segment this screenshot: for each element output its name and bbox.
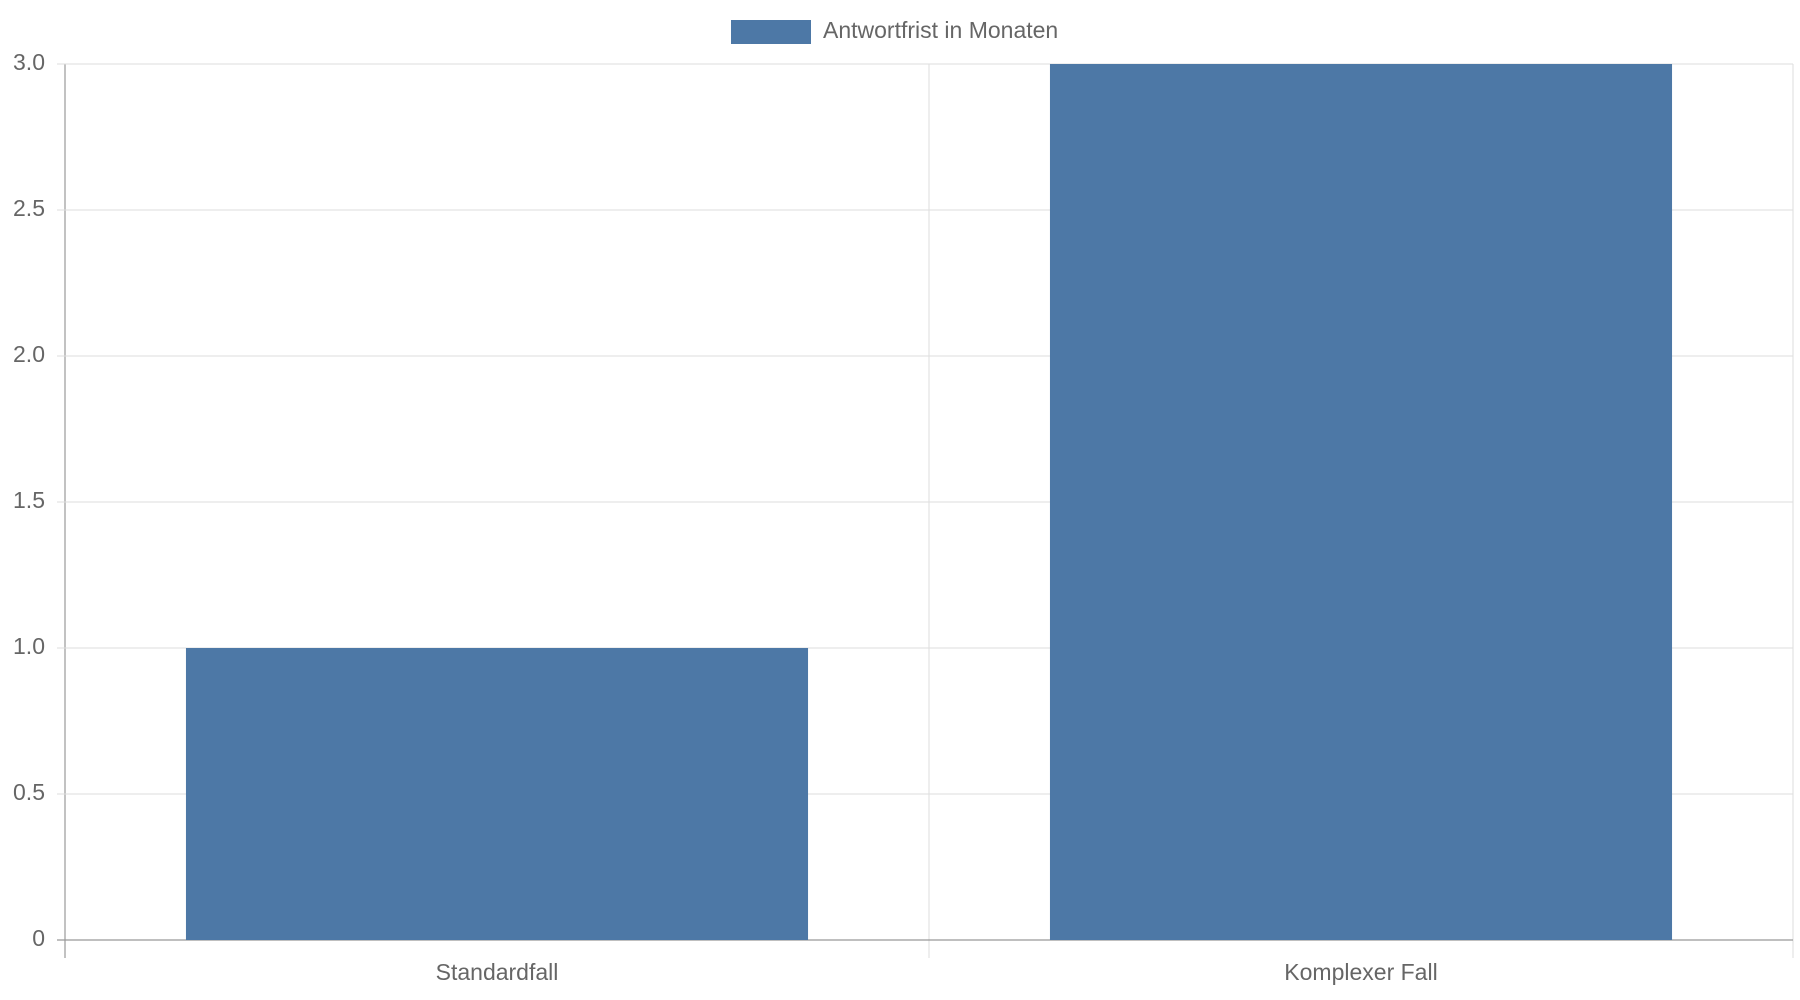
x-tick-label: Komplexer Fall xyxy=(1284,959,1437,985)
y-tick-label: 2.0 xyxy=(13,341,45,367)
y-tick-label: 1.5 xyxy=(13,487,45,513)
bar xyxy=(1049,64,1673,940)
y-tick-label: 0.5 xyxy=(13,779,45,805)
y-tick-label: 2.5 xyxy=(13,195,45,221)
legend-label: Antwortfrist in Monaten xyxy=(823,17,1058,43)
legend-swatch xyxy=(731,20,811,44)
y-tick-label: 3.0 xyxy=(13,49,45,75)
y-tick-label: 1.0 xyxy=(13,633,45,659)
y-tick-label: 0 xyxy=(32,925,45,951)
x-tick-label: Standardfall xyxy=(436,959,559,985)
bar xyxy=(185,648,809,940)
